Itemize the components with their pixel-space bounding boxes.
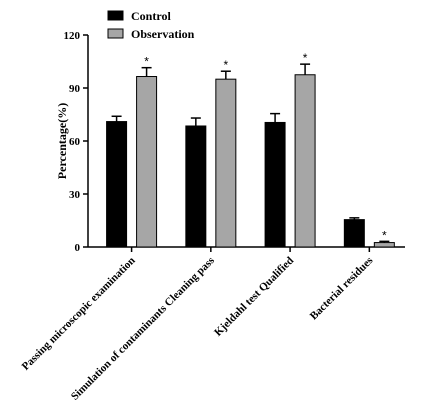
y-tick-label: 0 — [75, 242, 81, 254]
y-tick-label: 60 — [69, 136, 81, 148]
bar-observation — [294, 74, 316, 248]
legend-label-observation: Observation — [131, 27, 195, 41]
bar-control — [106, 121, 128, 248]
bar-observation — [373, 242, 395, 248]
bar-observation — [136, 76, 158, 248]
bar-control — [343, 219, 365, 248]
legend: Control Observation — [107, 9, 195, 41]
legend-label-control: Control — [131, 9, 171, 23]
significance-marker: * — [382, 228, 387, 242]
x-category-label: Simulation of contaminants Cleaning pass — [69, 254, 218, 403]
bar-control — [264, 121, 286, 248]
bar-observation — [215, 78, 237, 248]
y-tick-label: 30 — [69, 189, 81, 201]
significance-marker: * — [303, 51, 308, 65]
y-tick-label: 90 — [69, 83, 81, 95]
significance-marker: * — [224, 58, 229, 72]
y-axis-label: Percentage(%) — [55, 103, 69, 179]
x-category-label: Bacterial residues — [308, 254, 376, 322]
bar-control — [185, 125, 207, 248]
legend-swatch-observation — [107, 28, 124, 39]
y-tick-label: 120 — [64, 30, 81, 42]
significance-marker: * — [144, 55, 149, 69]
legend-swatch-control — [107, 10, 124, 21]
x-category-label: Kjeldahl test Qualified — [212, 255, 296, 339]
